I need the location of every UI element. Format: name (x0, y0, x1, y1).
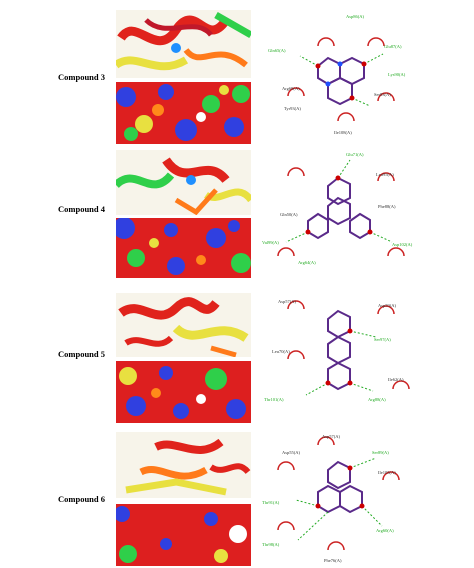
compound-5-surface (116, 361, 251, 423)
residue-label: Arg69(A) (282, 86, 300, 91)
residue-label: Ser89(A) (372, 450, 389, 455)
residue-label: Phe76(A) (324, 558, 342, 563)
residue-label: Asp57(A) (278, 299, 296, 304)
compound-4-surface (116, 218, 251, 278)
residue-label: Phe88(A) (378, 204, 396, 209)
residue-label: Glu71(A) (346, 152, 364, 157)
residue-label: Lys90(A) (388, 72, 406, 77)
compound-3-cartoon (116, 10, 251, 78)
residue-label: Gln65(A) (268, 48, 286, 53)
compound-6-cartoon (116, 432, 251, 498)
residue-label: Thr91(A) (262, 500, 280, 505)
residue-label: Ser83(A) (374, 92, 391, 97)
compound-6-surface (116, 504, 251, 566)
residue-label: Ser97(A) (374, 337, 391, 342)
compound-5-label: Compound 5 (58, 349, 106, 359)
residue-label: Arg88(A) (368, 397, 386, 402)
compound-4-interaction-diagram: Glu71(A) Val99(A) Asp102(A) Arg64(A) Gln… (258, 146, 426, 280)
compound-3-interaction-diagram: Gln65(A) Asp86(A) Glu87(A) Lys90(A) Arg6… (258, 6, 426, 140)
residue-label: Thr98(A) (262, 542, 280, 547)
compound-6-row: Compound 6 (0, 426, 474, 566)
compound-4-cartoon (116, 150, 251, 215)
residue-label: Arg60(A) (376, 528, 394, 533)
compound-3-surface (116, 82, 251, 144)
residue-label: Arg64(A) (298, 260, 316, 265)
residue-label: Leu95(A) (376, 172, 394, 177)
residue-label: Tyr93(A) (284, 106, 301, 111)
compound-5-cartoon (116, 293, 251, 357)
residue-label: Val99(A) (262, 240, 279, 245)
residue-label: Ile108(A) (334, 130, 352, 135)
residue-label: Glu87(A) (384, 44, 402, 49)
compound-3-row: Compound 3 (0, 0, 474, 144)
residue-label: Leu70(A) (272, 349, 290, 354)
residue-label: Asp86(A) (346, 14, 364, 19)
residue-label: Asp55(A) (282, 450, 300, 455)
residue-label: Asp102(A) (392, 242, 413, 247)
compound-5-interaction-diagram: Ser97(A) Thr101(A) Arg88(A) Asp57(A) Asp… (258, 289, 426, 423)
compound-6-interaction-diagram: Ser89(A) Thr91(A) Thr98(A) Arg60(A) Asp5… (258, 430, 426, 566)
compound-4-row: Compound 4 (0, 142, 474, 282)
compound-3-label: Compound 3 (58, 72, 106, 82)
residue-label: Thr101(A) (264, 397, 284, 402)
residue-label: Gln50(A) (280, 212, 298, 217)
compound-6-label: Compound 6 (58, 494, 106, 504)
residue-label: Asp59(A) (378, 303, 396, 308)
residue-label: Asp57(A) (322, 434, 340, 439)
residue-label: Ile103(A) (378, 470, 396, 475)
compound-5-row: Compound 5 (0, 285, 474, 425)
compound-4-label: Compound 4 (58, 204, 106, 214)
residue-label: Ile62(A) (388, 377, 404, 382)
